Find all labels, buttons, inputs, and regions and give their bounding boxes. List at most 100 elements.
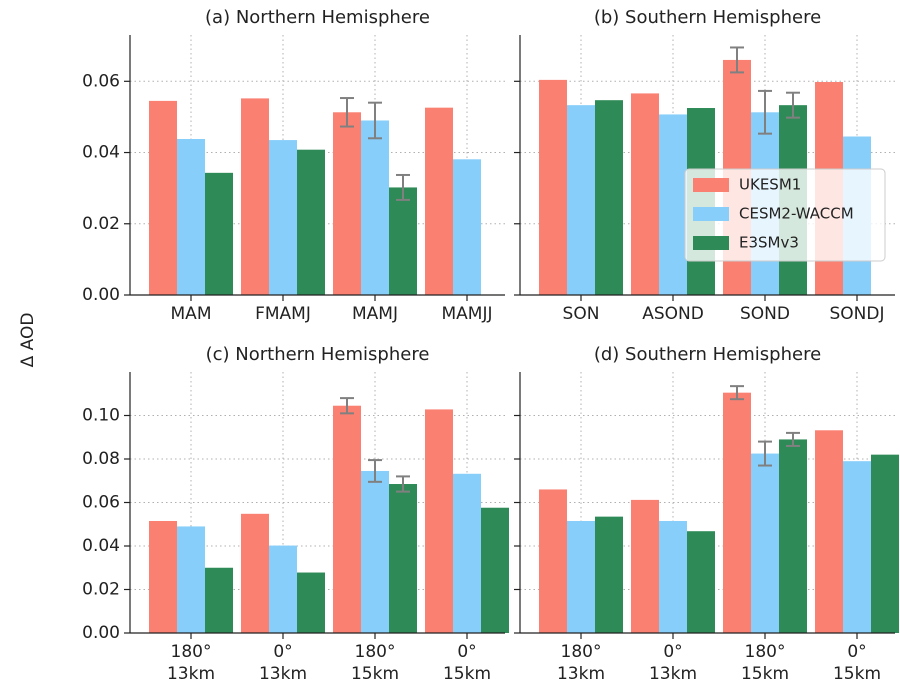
x-tick-label: 13km <box>167 664 215 684</box>
bar <box>659 520 687 633</box>
y-tick-label: 0.02 <box>82 580 120 600</box>
error-bar <box>758 89 772 135</box>
legend-label: CESM2-WACCM <box>739 205 854 223</box>
bar <box>205 172 233 295</box>
chart-title: (a) Northern Hemisphere <box>205 7 430 28</box>
y-tick-label: 0.02 <box>82 214 120 234</box>
chart-title: (c) Northern Hemisphere <box>206 344 430 365</box>
legend-frame <box>684 168 886 262</box>
legend-swatch <box>693 178 729 192</box>
y-tick-label: 0.06 <box>82 493 120 513</box>
error-bar <box>730 46 744 74</box>
x-tick-label: 0° <box>663 642 682 662</box>
error-bar <box>396 475 410 493</box>
bar <box>687 531 715 633</box>
x-tick-label: 0° <box>457 642 476 662</box>
y-tick-label: 0.00 <box>82 623 120 643</box>
chart-title: (b) Southern Hemisphere <box>594 7 821 28</box>
bar <box>723 392 751 633</box>
x-tick-label: 15km <box>741 664 789 684</box>
error-bar <box>340 397 354 415</box>
bar <box>567 520 595 633</box>
bar <box>177 526 205 633</box>
legend: UKESM1 CESM2-WACCM E3SMv3 <box>684 168 886 262</box>
x-tick-label: 180° <box>355 642 396 662</box>
bar <box>177 139 205 295</box>
x-tick-label: MAM <box>171 304 212 324</box>
y-tick-label: 0.10 <box>82 406 120 426</box>
y-axis-label: Δ AOD <box>18 313 38 368</box>
bar <box>241 98 269 295</box>
bar <box>631 499 659 633</box>
bar <box>269 545 297 633</box>
x-tick-label: 15km <box>351 664 399 684</box>
x-tick-label: SON <box>563 304 600 324</box>
bar <box>453 473 481 633</box>
bar <box>481 507 509 633</box>
bar <box>389 484 417 633</box>
bar <box>241 513 269 633</box>
bar <box>539 79 567 295</box>
error-bar <box>786 431 800 447</box>
bar <box>567 105 595 295</box>
error-bar <box>368 101 382 140</box>
y-tick-label: 0.00 <box>82 285 120 305</box>
x-tick-label: SONDJ <box>830 304 885 324</box>
x-tick-label: 180° <box>171 642 212 662</box>
legend-label: UKESM1 <box>739 176 801 194</box>
legend-label: E3SMv3 <box>739 234 799 252</box>
x-tick-label: 13km <box>557 664 605 684</box>
bar <box>333 405 361 633</box>
error-bar <box>758 440 772 467</box>
y-tick-label: 0.08 <box>82 449 120 469</box>
bar <box>815 430 843 633</box>
x-tick-label: ASOND <box>642 304 704 324</box>
bar <box>659 114 687 296</box>
bar <box>779 439 807 633</box>
bar <box>871 454 899 633</box>
bar <box>361 120 389 295</box>
y-tick-label: 0.04 <box>82 536 120 556</box>
x-tick-label: FMAMJ <box>255 304 311 324</box>
x-tick-label: 15km <box>833 664 881 684</box>
bar <box>297 149 325 295</box>
error-bar <box>786 91 800 119</box>
x-tick-label: 13km <box>649 664 697 684</box>
x-tick-label: MAMJJ <box>442 304 493 324</box>
x-tick-label: 180° <box>745 642 786 662</box>
bar <box>205 567 233 633</box>
x-tick-label: 15km <box>443 664 491 684</box>
chart-title: (d) Southern Hemisphere <box>594 344 821 365</box>
x-tick-label: SOND <box>740 304 790 324</box>
bar <box>751 453 779 633</box>
bar <box>425 107 453 295</box>
error-bar <box>368 459 382 483</box>
x-tick-label: 180° <box>561 642 602 662</box>
bar <box>149 520 177 633</box>
bar <box>453 159 481 295</box>
bar <box>843 461 871 633</box>
bar <box>269 140 297 295</box>
bar <box>595 516 623 633</box>
bar <box>149 100 177 295</box>
x-tick-label: MAMJ <box>352 304 398 324</box>
bar <box>389 187 417 295</box>
y-tick-label: 0.06 <box>82 71 120 91</box>
bar <box>361 470 389 633</box>
bar <box>333 112 361 295</box>
bar <box>297 572 325 633</box>
bar <box>631 93 659 296</box>
x-tick-label: 0° <box>273 642 292 662</box>
legend-swatch <box>693 236 729 250</box>
bar <box>595 100 623 295</box>
x-tick-label: 13km <box>259 664 307 684</box>
error-bar <box>396 173 410 201</box>
legend-swatch <box>693 207 729 221</box>
error-bar <box>730 385 744 401</box>
y-tick-label: 0.04 <box>82 143 120 163</box>
error-bar <box>340 97 354 128</box>
bar <box>539 489 567 633</box>
bar <box>425 409 453 633</box>
x-tick-label: 0° <box>847 642 866 662</box>
